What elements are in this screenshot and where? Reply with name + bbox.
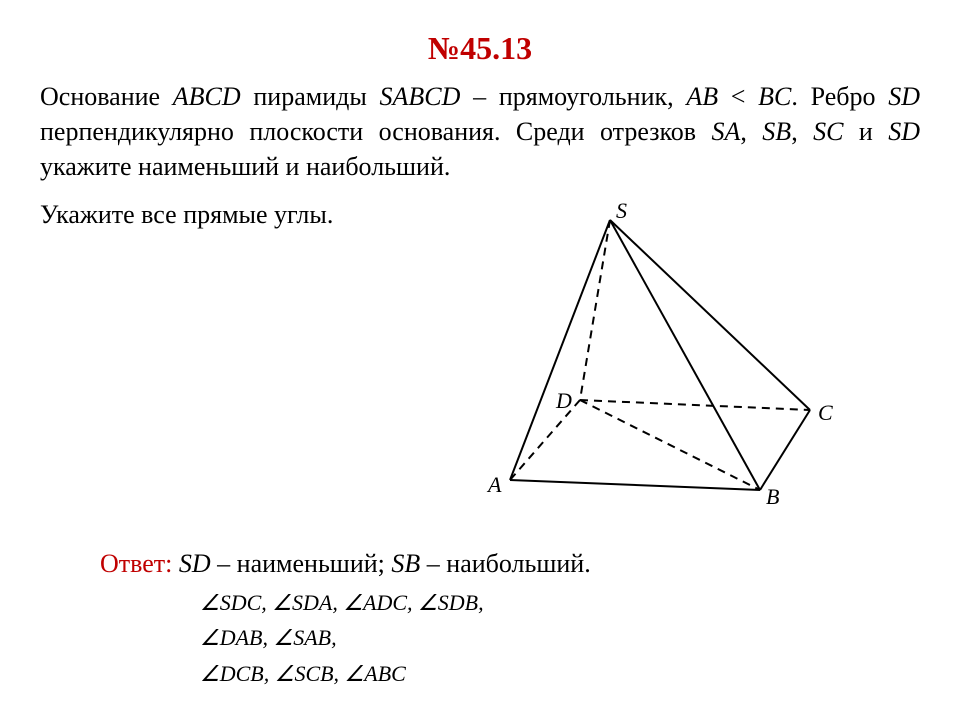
angles-line-3: ∠DCB, ∠SCB, ∠ABC: [200, 656, 920, 691]
problem-number: №45.13: [40, 30, 920, 67]
answer-body: SD – наименьший; SB – наибольший.: [179, 549, 591, 578]
svg-text:A: A: [486, 472, 502, 497]
svg-text:D: D: [555, 388, 572, 413]
svg-text:S: S: [616, 200, 627, 223]
svg-text:B: B: [766, 484, 779, 509]
problem-text: Основание ABCD пирамиды SABCD – прямоуго…: [40, 79, 920, 184]
svg-text:C: C: [818, 400, 833, 425]
angles-line-2: ∠DAB, ∠SAB,: [200, 620, 920, 655]
answer-line: Ответ: SD – наименьший; SB – наибольший.: [100, 549, 920, 579]
answer-label: Ответ:: [100, 549, 172, 578]
pyramid-figure: S D C A B: [430, 200, 850, 525]
angles-line-1: ∠SDC, ∠SDA, ∠ADC, ∠SDB,: [200, 585, 920, 620]
subtask-text: Укажите все прямые углы.: [40, 200, 400, 230]
angles-list: ∠SDC, ∠SDA, ∠ADC, ∠SDB, ∠DAB, ∠SAB, ∠DCB…: [200, 585, 920, 691]
